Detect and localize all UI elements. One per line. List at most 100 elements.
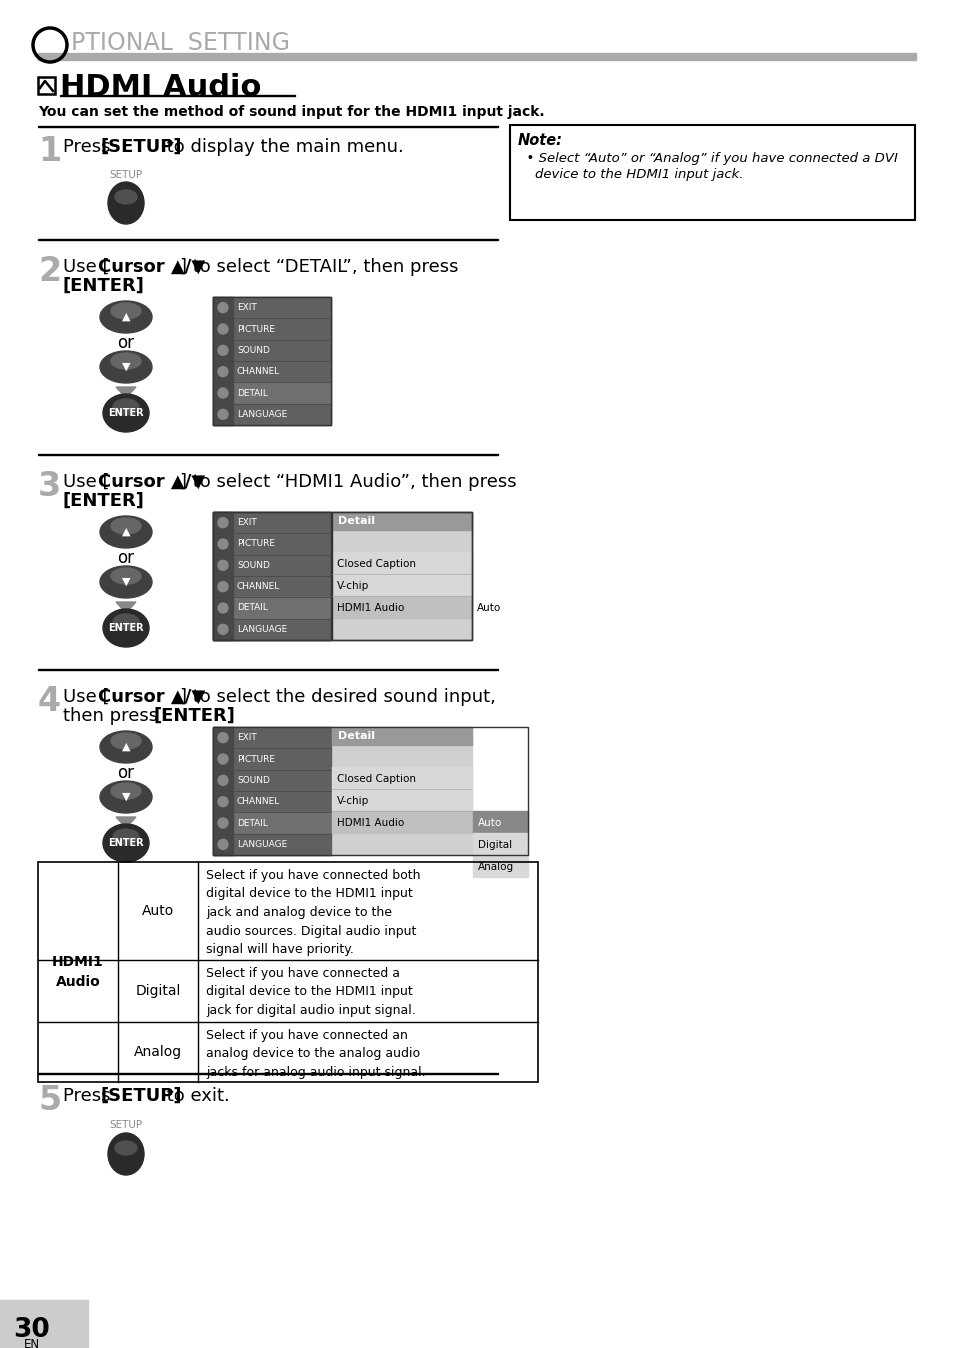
Ellipse shape (111, 303, 141, 319)
Text: ▼: ▼ (122, 363, 131, 372)
Bar (213, 534, 233, 554)
Text: LANGUAGE: LANGUAGE (236, 625, 287, 634)
Ellipse shape (100, 731, 152, 763)
Bar (213, 597, 233, 619)
Polygon shape (116, 817, 136, 828)
Circle shape (218, 797, 228, 806)
Text: [ENTER]: [ENTER] (63, 492, 145, 510)
Text: Select if you have connected a
digital device to the HDMI1 input
jack for digita: Select if you have connected a digital d… (206, 967, 416, 1016)
Bar (213, 576, 331, 597)
Text: ENTER: ENTER (108, 838, 144, 848)
Text: Use [: Use [ (63, 473, 110, 491)
Text: ▼: ▼ (122, 793, 131, 802)
Bar (213, 361, 233, 383)
Ellipse shape (111, 783, 141, 799)
Bar (213, 512, 233, 534)
Bar (213, 770, 233, 791)
Bar (213, 554, 233, 576)
Bar (473, 811, 527, 833)
Text: PICTURE: PICTURE (236, 539, 274, 549)
Ellipse shape (108, 182, 144, 224)
Bar (213, 297, 331, 425)
Text: SOUND: SOUND (236, 561, 270, 570)
Text: 1: 1 (38, 135, 61, 168)
Text: Use [: Use [ (63, 257, 110, 276)
Bar (213, 619, 331, 640)
Bar (38, 53, 915, 61)
Text: EXIT: EXIT (236, 733, 256, 743)
Text: Auto: Auto (142, 905, 174, 918)
Text: 30: 30 (13, 1317, 51, 1343)
Circle shape (218, 582, 228, 592)
Circle shape (218, 518, 228, 527)
Bar (213, 576, 233, 597)
Bar (213, 554, 331, 576)
Text: SETUP: SETUP (110, 1120, 142, 1130)
Text: Cursor ▲/▼: Cursor ▲/▼ (98, 257, 205, 276)
Bar (332, 574, 472, 596)
Bar (332, 512, 472, 640)
Bar (332, 811, 472, 833)
Ellipse shape (108, 1134, 144, 1175)
Text: SOUND: SOUND (236, 346, 270, 355)
Bar (213, 727, 331, 855)
Text: Analog: Analog (133, 1045, 182, 1060)
Text: PICTURE: PICTURE (236, 325, 274, 333)
Text: Use [: Use [ (63, 687, 110, 706)
Bar (213, 791, 331, 813)
Ellipse shape (103, 394, 149, 431)
Bar (213, 297, 233, 318)
Text: Press: Press (63, 137, 116, 156)
Text: • Select “Auto” or “Analog” if you have connected a DVI: • Select “Auto” or “Analog” if you have … (517, 152, 897, 164)
Circle shape (218, 840, 228, 849)
Text: then press: then press (63, 706, 164, 725)
Bar (38, 77, 55, 94)
Text: ENTER: ENTER (108, 623, 144, 634)
Circle shape (218, 733, 228, 743)
Text: Auto: Auto (476, 603, 500, 613)
Text: CHANNEL: CHANNEL (236, 582, 280, 592)
Text: PTIONAL  SETTING: PTIONAL SETTING (71, 31, 290, 55)
Text: HDMI Audio: HDMI Audio (60, 73, 261, 101)
Ellipse shape (111, 518, 141, 534)
Bar (332, 767, 472, 789)
Ellipse shape (111, 733, 141, 749)
Text: [ENTER]: [ENTER] (153, 706, 235, 725)
Bar (213, 833, 331, 855)
Bar (213, 340, 331, 361)
Bar (213, 813, 233, 833)
Text: Auto: Auto (477, 818, 501, 828)
Text: V-chip: V-chip (336, 581, 369, 590)
Text: DETAIL: DETAIL (236, 604, 268, 612)
Circle shape (218, 561, 228, 570)
Text: PICTURE: PICTURE (236, 755, 274, 763)
Text: 4: 4 (38, 685, 61, 718)
Text: Closed Caption: Closed Caption (336, 774, 416, 785)
Bar (213, 597, 331, 619)
Bar (213, 813, 331, 833)
Ellipse shape (115, 1140, 137, 1155)
Text: CHANNEL: CHANNEL (236, 797, 280, 806)
Bar (213, 318, 331, 340)
Text: ▲: ▲ (122, 741, 131, 752)
FancyBboxPatch shape (510, 125, 914, 220)
Bar (213, 512, 331, 534)
Text: device to the HDMI1 input jack.: device to the HDMI1 input jack. (517, 168, 742, 181)
Text: Digital: Digital (135, 984, 180, 998)
Text: [SETUP]: [SETUP] (101, 137, 182, 156)
Text: ] to select the desired sound input,: ] to select the desired sound input, (180, 687, 496, 706)
Text: ▲: ▲ (122, 527, 131, 537)
Text: .: . (129, 276, 134, 295)
Text: LANGUAGE: LANGUAGE (236, 410, 287, 419)
Bar (332, 551, 472, 574)
Bar (213, 297, 331, 425)
Ellipse shape (100, 516, 152, 549)
Bar (213, 534, 331, 554)
Bar (213, 791, 233, 813)
Circle shape (218, 818, 228, 828)
Ellipse shape (100, 301, 152, 333)
Text: DETAIL: DETAIL (236, 388, 268, 398)
Text: HDMI1
Audio: HDMI1 Audio (52, 956, 104, 988)
Text: .: . (129, 492, 134, 510)
Bar (60, 94, 294, 96)
